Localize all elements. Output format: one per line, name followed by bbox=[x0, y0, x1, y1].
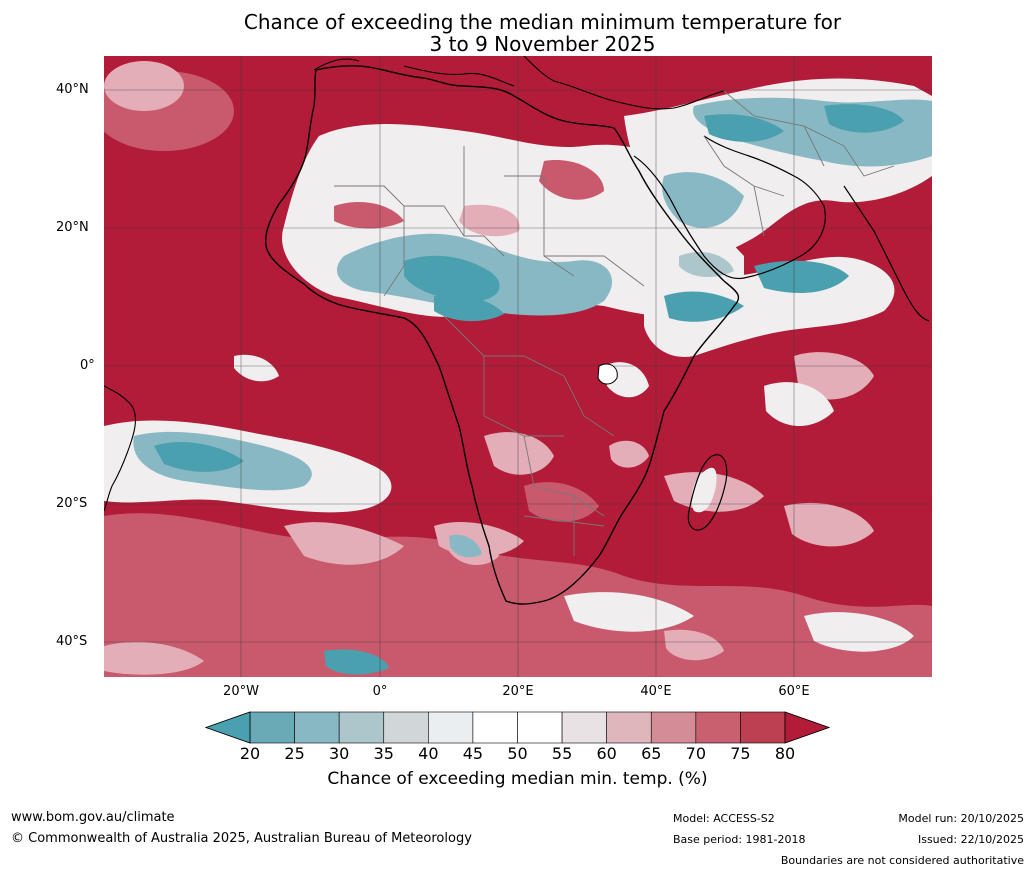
colorbar-tick-label: 55 bbox=[551, 744, 573, 763]
colorbar-segment bbox=[338, 711, 385, 744]
probability-patch bbox=[459, 204, 520, 237]
colorbar-segment bbox=[740, 711, 786, 744]
colorbar-segment bbox=[383, 711, 429, 744]
probability-patch bbox=[484, 432, 554, 475]
lat-label: 20°S bbox=[56, 496, 88, 511]
graticule bbox=[104, 56, 932, 677]
forecast-map bbox=[104, 56, 932, 677]
probability-patch bbox=[794, 352, 874, 400]
colorbar-segment bbox=[561, 711, 607, 744]
probability-patch bbox=[754, 260, 849, 293]
colorbar-tick-label: 65 bbox=[641, 744, 662, 763]
base-period: Base period: 1981-2018 bbox=[673, 833, 806, 846]
lon-label: 60°E bbox=[778, 684, 810, 699]
probability-patch bbox=[679, 251, 734, 278]
country-borders bbox=[334, 90, 895, 556]
probability-patch bbox=[524, 482, 599, 522]
colorbar-tick-label: 30 bbox=[328, 744, 350, 763]
africa-coastline bbox=[264, 65, 740, 605]
probability-patch bbox=[449, 534, 482, 558]
boundaries-disclaimer: Boundaries are not considered authoritat… bbox=[780, 854, 1024, 867]
colorbar-segment bbox=[650, 711, 697, 744]
colorbar-tick-label: 45 bbox=[462, 744, 484, 763]
website-link[interactable]: www.bom.gov.au/climate bbox=[11, 810, 175, 825]
probability-patch bbox=[824, 104, 904, 133]
probability-patch bbox=[104, 641, 204, 675]
issued-date: Issued: 22/10/2025 bbox=[917, 833, 1024, 846]
model-name: Model: ACCESS-S2 bbox=[673, 812, 775, 825]
india-coastline bbox=[843, 185, 930, 322]
colorbar-tick-label: 35 bbox=[373, 744, 394, 763]
colorbar-label: Chance of exceeding median min. temp. (%… bbox=[327, 769, 708, 789]
lat-label: 0° bbox=[80, 358, 95, 373]
colorbar-segment bbox=[428, 711, 474, 744]
colorbar-tick-label: 40 bbox=[418, 744, 439, 763]
probability-patch bbox=[334, 201, 404, 229]
europe-coastline bbox=[313, 56, 725, 110]
colorbar-tick-label: 80 bbox=[774, 744, 796, 763]
probability-patch bbox=[764, 382, 834, 426]
probability-patch bbox=[664, 291, 744, 322]
colorbar-left-arrow bbox=[205, 711, 251, 744]
colorbar-tick-label: 70 bbox=[685, 744, 706, 763]
probability-patch bbox=[664, 629, 724, 661]
probability-patch bbox=[784, 502, 874, 547]
colorbar bbox=[205, 711, 830, 744]
probability-patch bbox=[404, 255, 500, 301]
colorbar-segment bbox=[249, 711, 295, 744]
lat-label: 40°S bbox=[56, 634, 88, 649]
probability-patch bbox=[234, 354, 279, 382]
lake-victoria bbox=[597, 363, 618, 385]
lon-label: 0° bbox=[372, 684, 388, 699]
lon-label: 20°E bbox=[502, 684, 534, 699]
probability-patch bbox=[662, 172, 744, 228]
probability-patch bbox=[104, 61, 184, 111]
colorbar-segment bbox=[517, 711, 563, 744]
lat-label: 40°N bbox=[56, 82, 89, 97]
colorbar-right-arrow bbox=[784, 711, 830, 744]
madagascar-coastline bbox=[687, 454, 728, 531]
lat-label: 20°N bbox=[56, 220, 89, 235]
south-america-coastline bbox=[104, 385, 136, 512]
probability-patch bbox=[284, 522, 404, 565]
colorbar-segment bbox=[606, 711, 652, 744]
probability-patch bbox=[539, 160, 604, 200]
colorbar-segment bbox=[695, 711, 741, 744]
colorbar-tick-label: 60 bbox=[596, 744, 617, 763]
colorbar-tick-label: 25 bbox=[284, 744, 305, 763]
model-run-date: Model run: 20/10/2025 bbox=[898, 812, 1024, 825]
colorbar-segment bbox=[472, 711, 518, 744]
probability-patch bbox=[609, 440, 649, 468]
colorbar-tick-label: 20 bbox=[239, 744, 261, 763]
probability-patch bbox=[434, 294, 504, 322]
map-title-line1: Chance of exceeding the median minimum t… bbox=[243, 10, 842, 34]
colorbar-tick-label: 75 bbox=[730, 744, 751, 763]
colorbar-tick-label: 50 bbox=[507, 744, 528, 763]
probability-patch bbox=[704, 114, 784, 142]
probability-patch bbox=[324, 649, 389, 675]
colorbar-segment bbox=[294, 711, 340, 744]
probability-patch bbox=[564, 592, 694, 632]
lon-label: 40°E bbox=[640, 684, 672, 699]
copyright-text: © Commonwealth of Australia 2025, Austra… bbox=[11, 831, 472, 846]
probability-patch bbox=[154, 441, 244, 472]
arabia-coastline bbox=[633, 135, 826, 280]
map-title-line2: 3 to 9 November 2025 bbox=[429, 32, 656, 56]
lon-label: 20°W bbox=[223, 684, 259, 699]
